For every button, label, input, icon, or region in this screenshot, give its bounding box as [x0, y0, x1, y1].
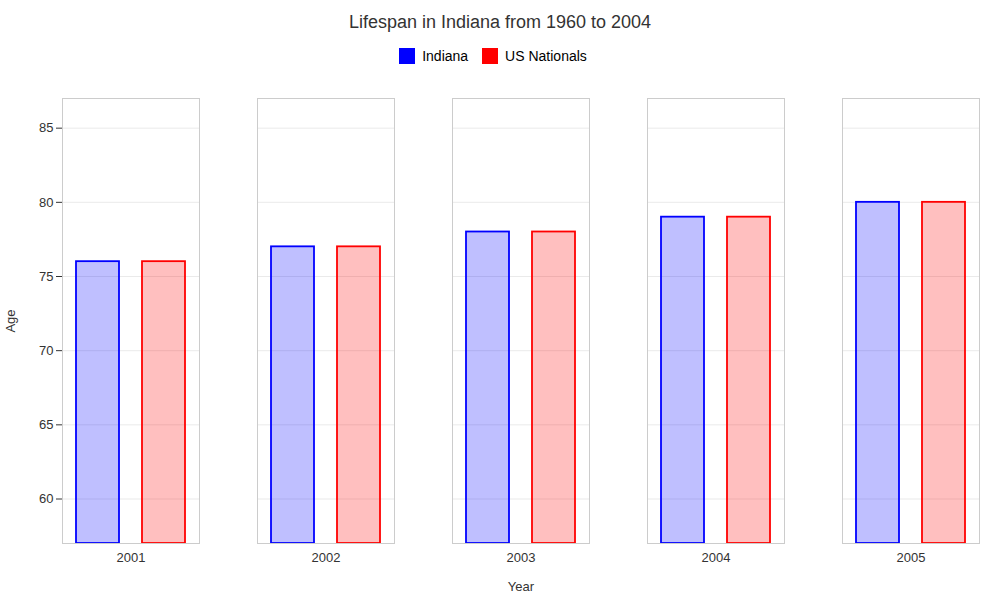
svg-text:2005: 2005: [897, 550, 926, 565]
svg-text:2003: 2003: [507, 550, 536, 565]
svg-text:70: 70: [39, 343, 53, 358]
svg-text:2002: 2002: [312, 550, 341, 565]
svg-text:2001: 2001: [117, 550, 146, 565]
html-text:Lifespan in Indiana from 1960: Lifespan in Indiana from 1960 to 2004: [348, 12, 652, 32]
svg-text:80: 80: [39, 194, 53, 209]
html-text:Indiana: Indiana: [422, 47, 469, 64]
svg-text:Year: Year: [508, 579, 535, 594]
svg-text:85: 85: [39, 120, 53, 135]
svg-text:75: 75: [39, 269, 53, 284]
svg-text:2004: 2004: [702, 550, 731, 565]
svg-text:Age: Age: [3, 309, 18, 332]
html-text:US Nationals: US Nationals: [505, 47, 587, 64]
svg-text:60: 60: [39, 491, 53, 506]
svg-text:65: 65: [39, 417, 53, 432]
